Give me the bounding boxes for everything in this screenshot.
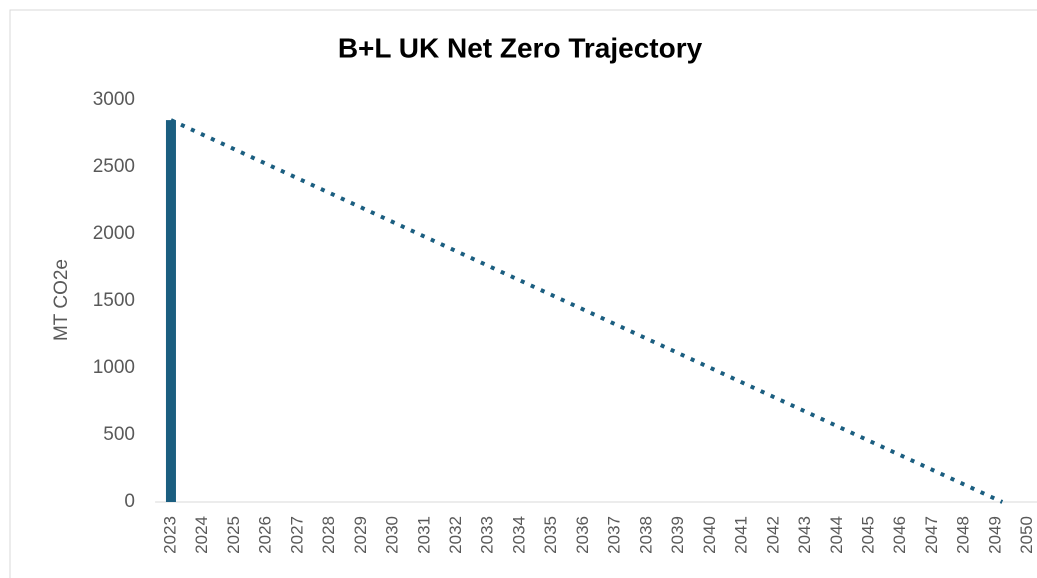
y-tick-label: 500 [103, 424, 135, 445]
x-tick-label: 2027 [287, 516, 306, 554]
y-tick-label: 2000 [93, 223, 135, 244]
y-tick-label: 0 [124, 491, 135, 512]
x-tick-label: 2023 [160, 516, 179, 554]
x-tick-label: 2044 [827, 516, 846, 554]
x-tick-label: 2028 [319, 516, 338, 554]
x-tick-label: 2043 [795, 516, 814, 554]
x-tick-label: 2032 [446, 516, 465, 554]
x-tick-label: 2035 [541, 516, 560, 554]
bar [165, 120, 176, 502]
x-tick-label: 2039 [668, 516, 687, 554]
chart-title: B+L UK Net Zero Trajectory [338, 32, 703, 63]
x-tick-label: 2030 [383, 516, 402, 554]
chart-frame [9, 9, 1037, 578]
x-tick-label: 2048 [954, 516, 973, 554]
x-tick-label: 2034 [509, 516, 528, 554]
x-tick-label: 2031 [414, 516, 433, 554]
y-tick-label: 1500 [93, 290, 135, 311]
x-tick-label: 2025 [224, 516, 243, 554]
x-tick-label: 2026 [256, 516, 275, 554]
y-tick-label: 3000 [93, 89, 135, 110]
x-tick-label: 2045 [859, 516, 878, 554]
x-tick-label: 2040 [700, 516, 719, 554]
x-tick-label: 2036 [573, 516, 592, 554]
x-tick-label: 2049 [985, 516, 1004, 554]
x-tick-label: 2024 [192, 516, 211, 554]
x-tick-label: 2033 [478, 516, 497, 554]
y-tick-label: 2500 [93, 156, 135, 177]
y-tick-label: 1000 [93, 357, 135, 378]
x-tick-label: 2050 [1017, 516, 1036, 554]
trendline [170, 118, 1004, 504]
x-tick-label: 2041 [732, 516, 751, 554]
x-tick-label: 2038 [636, 516, 655, 554]
y-axis-label: MT CO2e [51, 259, 72, 341]
x-tick-label: 2046 [890, 516, 909, 554]
x-tick-label: 2042 [763, 516, 782, 554]
x-tick-label: 2047 [922, 516, 941, 554]
x-tick-label: 2037 [605, 516, 624, 554]
x-tick-label: 2029 [351, 516, 370, 554]
